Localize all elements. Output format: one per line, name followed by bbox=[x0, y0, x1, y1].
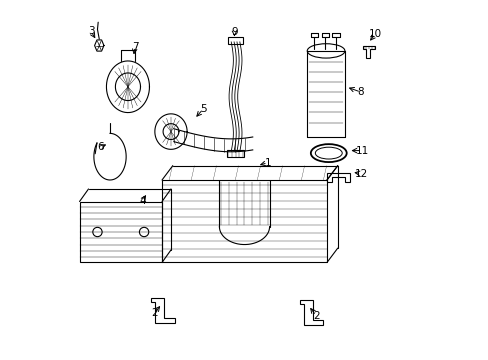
Text: 1: 1 bbox=[264, 158, 270, 168]
Text: 9: 9 bbox=[231, 27, 237, 37]
Text: 3: 3 bbox=[87, 26, 94, 36]
Text: 11: 11 bbox=[355, 145, 368, 156]
Text: 4: 4 bbox=[139, 196, 145, 206]
Text: 2: 2 bbox=[150, 309, 157, 318]
Bar bbox=[228, 37, 242, 44]
Bar bbox=[226, 149, 244, 157]
Text: 10: 10 bbox=[368, 29, 381, 39]
Text: 12: 12 bbox=[354, 168, 367, 179]
Text: 5: 5 bbox=[200, 104, 206, 114]
Text: 2: 2 bbox=[312, 311, 319, 320]
Text: 6: 6 bbox=[97, 142, 103, 152]
Text: 7: 7 bbox=[132, 42, 138, 51]
Text: 8: 8 bbox=[357, 87, 364, 97]
